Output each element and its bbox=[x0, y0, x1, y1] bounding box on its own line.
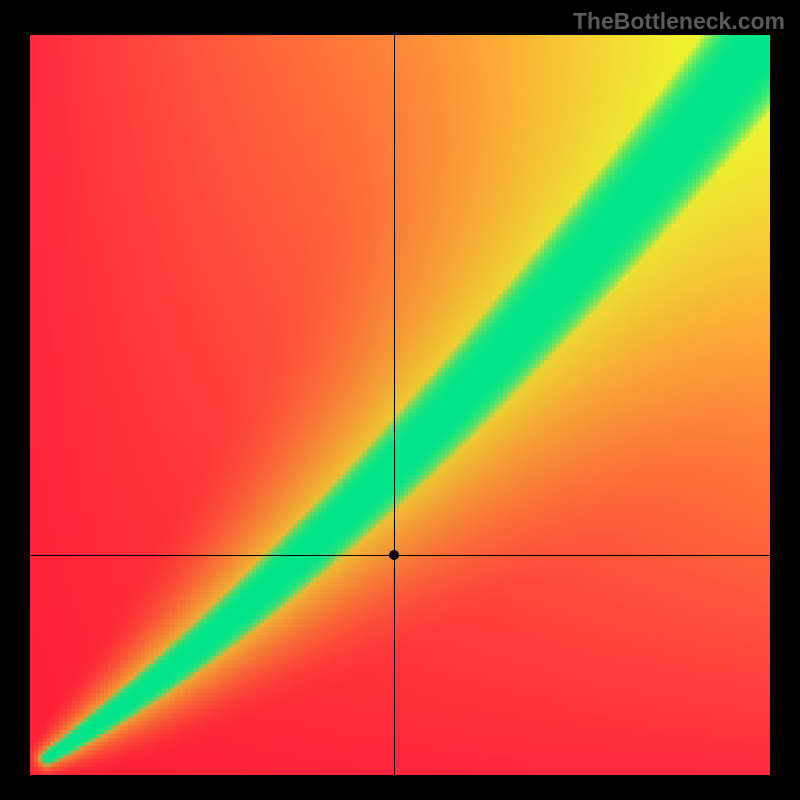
watermark-text: TheBottleneck.com bbox=[573, 8, 785, 35]
chart-container: TheBottleneck.com bbox=[0, 0, 800, 800]
crosshair-horizontal bbox=[30, 555, 770, 556]
heatmap-canvas bbox=[30, 35, 770, 775]
crosshair-vertical bbox=[394, 35, 395, 775]
